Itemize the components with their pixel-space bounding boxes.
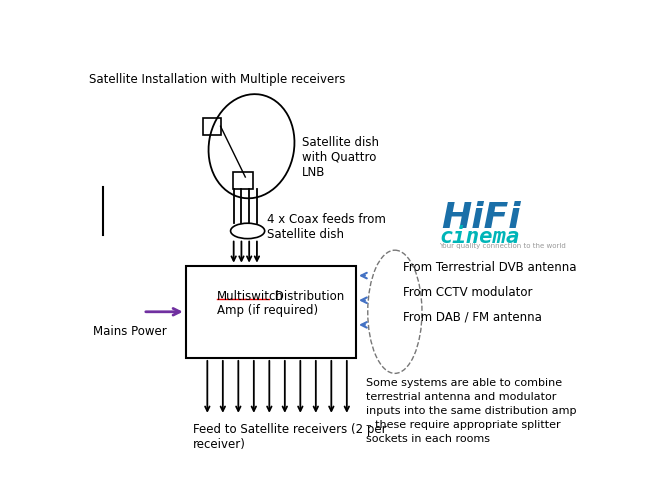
Text: 4 x Coax feeds from
Satellite dish: 4 x Coax feeds from Satellite dish	[267, 212, 386, 240]
Text: From CCTV modulator: From CCTV modulator	[402, 285, 532, 298]
Bar	[185, 266, 356, 358]
Text: Feed to Satellite receivers (2 per
receiver): Feed to Satellite receivers (2 per recei…	[193, 422, 387, 450]
Bar	[233, 172, 253, 189]
Text: Satellite dish
with Quattro
LNB: Satellite dish with Quattro LNB	[302, 135, 379, 178]
Text: Amp (if required): Amp (if required)	[216, 303, 318, 316]
Text: From Terrestrial DVB antenna: From Terrestrial DVB antenna	[402, 261, 576, 274]
Text: Your quality connection to the world: Your quality connection to the world	[439, 243, 566, 249]
Text: From DAB / FM antenna: From DAB / FM antenna	[402, 310, 542, 323]
Text: cinema: cinema	[439, 226, 519, 246]
Text: Mains Power: Mains Power	[93, 325, 167, 337]
Text: Distribution: Distribution	[271, 289, 344, 302]
Text: Multiswitch: Multiswitch	[216, 289, 284, 302]
Text: Some systems are able to combine
terrestrial antenna and modulator
inputs into t: Some systems are able to combine terrest…	[366, 377, 577, 443]
Text: Satellite Installation with Multiple receivers: Satellite Installation with Multiple rec…	[89, 72, 345, 85]
Bar	[203, 119, 220, 135]
Text: HiFi: HiFi	[441, 201, 521, 235]
